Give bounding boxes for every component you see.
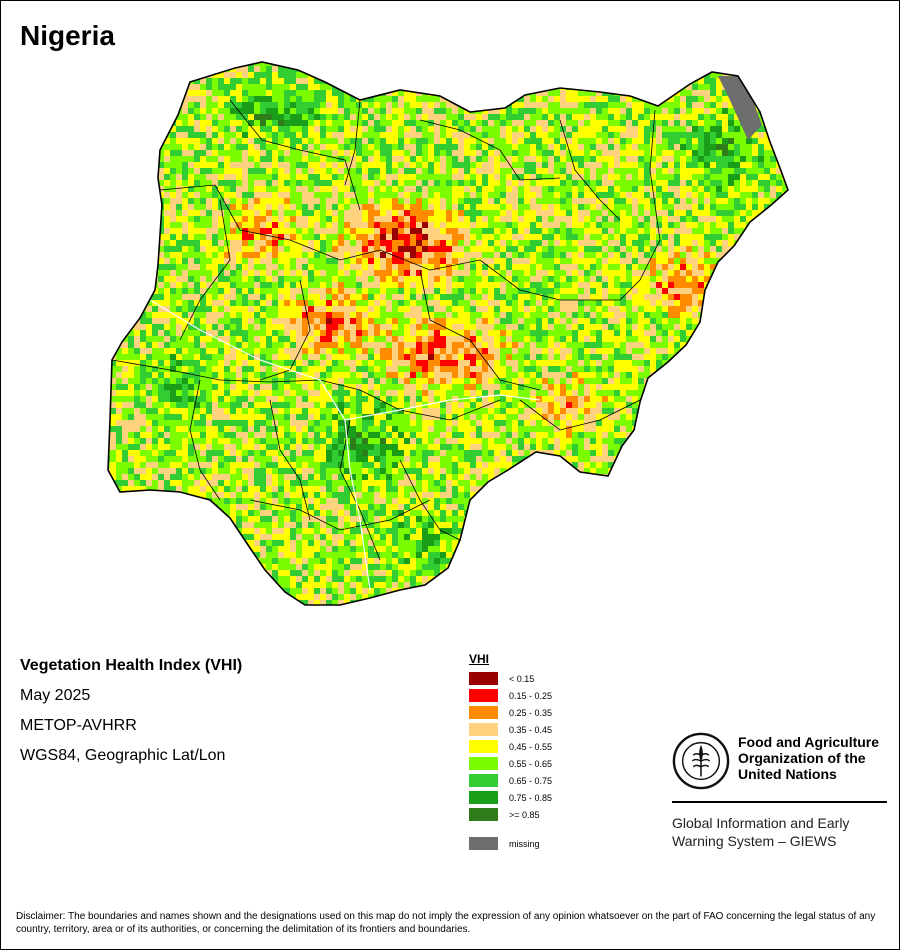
legend-label: 0.35 - 0.45	[509, 724, 553, 735]
state-boundary	[399, 459, 461, 541]
legend-item: 0.75 - 0.85	[469, 789, 552, 806]
legend-swatch-missing	[469, 837, 498, 850]
legend-item: < 0.15	[469, 670, 552, 687]
map-title: Nigeria	[20, 20, 115, 51]
state-boundary	[269, 399, 311, 521]
legend-swatch	[469, 723, 498, 736]
legend-label: < 0.15	[509, 673, 535, 684]
legend-swatch	[469, 672, 498, 685]
legend-label: >= 0.85	[509, 809, 540, 820]
legend-missing: missing	[469, 835, 552, 852]
legend-swatch	[469, 706, 498, 719]
missing-data-area	[718, 76, 762, 140]
state-boundary	[419, 269, 541, 391]
legend-swatch	[469, 808, 498, 821]
giews-label: Global Information and Early Warning Sys…	[672, 815, 850, 849]
legend-title: VHI	[469, 652, 490, 666]
legend-label: 0.15 - 0.25	[509, 690, 553, 701]
map-info: Vegetation Health Index (VHI) May 2025 M…	[20, 656, 242, 776]
legend-label: 0.65 - 0.75	[509, 775, 553, 786]
state-boundary	[619, 109, 661, 301]
state-boundary	[179, 199, 231, 341]
legend-swatch	[469, 689, 498, 702]
legend-item: >= 0.85	[469, 806, 552, 823]
legend-label: 0.25 - 0.35	[509, 707, 553, 718]
fao-emblem	[672, 732, 730, 790]
legend-label: 0.45 - 0.55	[509, 741, 553, 752]
legend-swatch	[469, 774, 498, 787]
org-name: Food and Agriculture Organization of the…	[738, 734, 880, 782]
legend-item: 0.45 - 0.55	[469, 738, 552, 755]
legend-swatch	[469, 740, 498, 753]
sensor-label: METOP-AVHRR	[20, 717, 137, 734]
legend-item: 0.15 - 0.25	[469, 687, 552, 704]
legend-label: 0.55 - 0.65	[509, 758, 553, 769]
legend-item: 0.55 - 0.65	[469, 755, 552, 772]
index-name: Vegetation Health Index (VHI)	[20, 657, 243, 674]
legend-missing-label: missing	[509, 838, 540, 849]
benue-river	[344, 394, 541, 421]
legend-swatch	[469, 791, 498, 804]
state-boundary	[189, 379, 221, 501]
niger-river	[149, 299, 371, 591]
disclaimer: Disclaimer: The boundaries and names sho…	[16, 911, 876, 935]
state-boundary	[559, 119, 621, 221]
legend-swatch	[469, 757, 498, 770]
logo-divider	[672, 801, 887, 803]
legend-label: 0.75 - 0.85	[509, 792, 553, 803]
vhi-map	[107, 61, 789, 606]
period-label: May 2025	[20, 687, 91, 704]
legend-item: 0.25 - 0.35	[469, 704, 552, 721]
state-boundary	[259, 279, 311, 381]
legend-item: 0.35 - 0.45	[469, 721, 552, 738]
state-boundary	[249, 499, 431, 531]
state-boundary	[159, 184, 620, 301]
projection-label: WGS84, Geographic Lat/Lon	[20, 747, 226, 764]
legend-item: 0.65 - 0.75	[469, 772, 552, 789]
state-boundary	[344, 99, 361, 186]
state-boundary	[419, 119, 561, 181]
state-boundary	[229, 99, 361, 211]
state-boundary	[339, 419, 381, 561]
vhi-legend: VHI < 0.15 0.15 - 0.25 0.25 - 0.35 0.35 - 0…	[469, 652, 552, 852]
state-boundary	[519, 399, 641, 431]
